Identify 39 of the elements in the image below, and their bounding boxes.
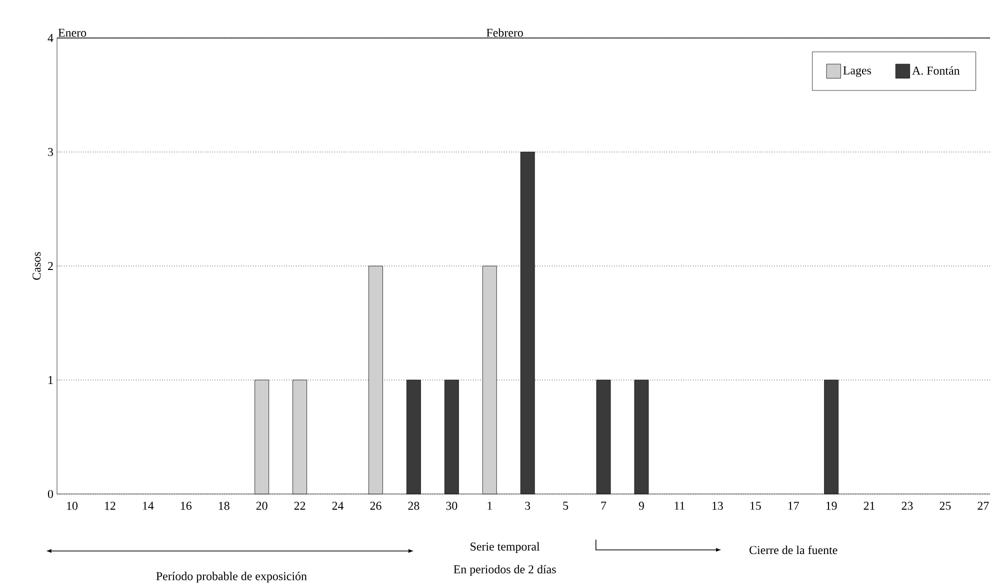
- x-tick-label: 1: [488, 502, 492, 510]
- text: Febrero: [486, 28, 523, 37]
- text: Cierre de la fuente: [750, 546, 838, 554]
- x-tick-label: 17: [788, 502, 799, 510]
- y-tick-label: 2: [48, 262, 53, 270]
- x-tick-label: 10: [67, 502, 78, 510]
- x-tick-label: 12: [105, 502, 116, 510]
- x-tick-label: 3: [525, 502, 530, 510]
- text: Serie temporal: [470, 542, 540, 554]
- x-tick-label: 30: [446, 502, 458, 510]
- x-tick-label: 24: [332, 502, 344, 510]
- y-axis-title: Casos: [32, 252, 41, 280]
- x-tick-label: 9: [638, 502, 644, 510]
- y-tick-label: 3: [48, 148, 54, 156]
- x-tick-label: 14: [143, 502, 154, 510]
- x-tick-label: 11: [674, 502, 684, 510]
- x-tick-label: 25: [940, 502, 951, 510]
- x-tick-label: 13: [712, 502, 723, 510]
- x-tick-label: 15: [750, 502, 761, 510]
- x-tick-label: 23: [902, 502, 913, 510]
- x-tick-label: 16: [180, 502, 192, 510]
- legend-label: Lages: [843, 66, 872, 77]
- x-tick-label: 26: [370, 502, 382, 510]
- x-tick-label: 28: [408, 502, 420, 510]
- y-tick-label: 4: [48, 34, 54, 42]
- y-tick-label: 1: [48, 376, 53, 384]
- legend-label: A. Fontán: [912, 66, 960, 75]
- x-tick-label: 5: [563, 502, 568, 510]
- x-tick-label: 21: [864, 502, 875, 510]
- text: Período probable de exposición: [156, 572, 307, 583]
- x-tick-label: 27: [978, 502, 989, 510]
- x-tick-label: 22: [294, 502, 306, 510]
- y-tick-label: 0: [48, 490, 54, 498]
- x-tick-label: 19: [826, 502, 837, 510]
- x-tick-label: 18: [218, 502, 230, 510]
- text: Enero: [58, 28, 86, 37]
- x-tick-label: 20: [256, 502, 268, 510]
- text: En periodos de 2 días: [454, 564, 556, 576]
- x-tick-label: 7: [601, 502, 606, 510]
